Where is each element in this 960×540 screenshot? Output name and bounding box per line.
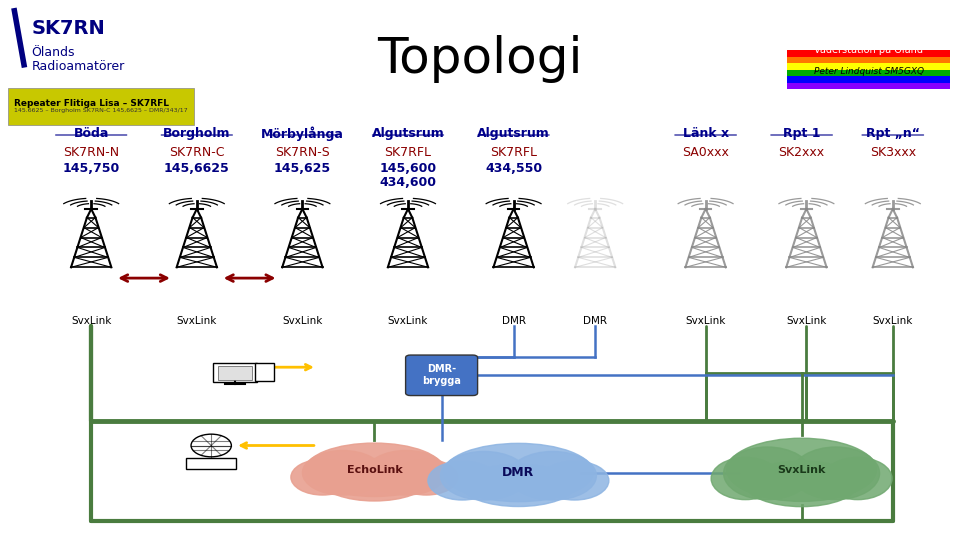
Text: Väderstation på Öland: Väderstation på Öland xyxy=(814,43,924,55)
Circle shape xyxy=(191,434,231,457)
Text: DMR: DMR xyxy=(501,316,526,326)
Text: SK3xxx: SK3xxx xyxy=(870,146,916,159)
Ellipse shape xyxy=(428,461,496,500)
Text: Ölands: Ölands xyxy=(32,46,75,59)
Ellipse shape xyxy=(711,457,780,500)
Text: Mörbylånga: Mörbylånga xyxy=(261,127,344,141)
Ellipse shape xyxy=(366,450,446,495)
FancyBboxPatch shape xyxy=(255,363,275,381)
Text: 145,600: 145,600 xyxy=(379,162,437,175)
Text: DMR-
brygga: DMR- brygga xyxy=(422,364,461,386)
Text: Rpt 1: Rpt 1 xyxy=(782,127,821,140)
Text: Algutsrum: Algutsrum xyxy=(372,127,444,140)
Text: 434,550: 434,550 xyxy=(485,162,542,175)
Ellipse shape xyxy=(824,457,892,500)
Ellipse shape xyxy=(509,451,596,500)
Text: SvxLink: SvxLink xyxy=(685,316,726,326)
Ellipse shape xyxy=(727,438,876,501)
Text: SvxLink: SvxLink xyxy=(282,316,323,326)
Text: Algutsrum: Algutsrum xyxy=(477,127,550,140)
Text: SvxLink: SvxLink xyxy=(873,316,913,326)
Text: SK2xxx: SK2xxx xyxy=(779,146,825,159)
Ellipse shape xyxy=(302,450,383,495)
Text: 145.6625 – Borgholm SK7RN-C 145,6625 – DMR/343/17: 145.6625 – Borgholm SK7RN-C 145,6625 – D… xyxy=(14,108,188,113)
Text: Länk x: Länk x xyxy=(683,127,729,140)
Ellipse shape xyxy=(724,447,811,500)
Text: Granudden.info: Granudden.info xyxy=(814,16,924,29)
Ellipse shape xyxy=(441,451,528,500)
FancyBboxPatch shape xyxy=(8,88,194,125)
FancyBboxPatch shape xyxy=(787,63,950,70)
Text: SK7RN-S: SK7RN-S xyxy=(275,146,330,159)
Text: SK7RN-N: SK7RN-N xyxy=(63,146,119,159)
FancyBboxPatch shape xyxy=(213,363,257,382)
Ellipse shape xyxy=(463,464,574,507)
Text: SK7RFL: SK7RFL xyxy=(491,146,537,159)
Text: Topologi: Topologi xyxy=(377,35,583,83)
Text: DMR: DMR xyxy=(584,316,608,326)
Ellipse shape xyxy=(395,460,458,495)
Text: Radioamatörer: Radioamatörer xyxy=(32,60,125,73)
FancyBboxPatch shape xyxy=(787,70,950,76)
FancyBboxPatch shape xyxy=(787,83,950,89)
FancyBboxPatch shape xyxy=(787,57,950,63)
Text: SK7RN: SK7RN xyxy=(32,19,106,38)
Text: SvxLink: SvxLink xyxy=(786,316,827,326)
Text: Rpt „n“: Rpt „n“ xyxy=(866,127,920,140)
FancyBboxPatch shape xyxy=(186,458,236,469)
Text: Peter Lindquist SM5GXQ: Peter Lindquist SM5GXQ xyxy=(814,68,924,77)
Text: SvxLink: SvxLink xyxy=(71,316,111,326)
FancyBboxPatch shape xyxy=(218,366,252,380)
Text: 145,750: 145,750 xyxy=(62,162,120,175)
Ellipse shape xyxy=(792,447,879,500)
Text: SvxLink: SvxLink xyxy=(177,316,217,326)
FancyBboxPatch shape xyxy=(787,76,950,83)
Text: SK7RN-C: SK7RN-C xyxy=(169,146,225,159)
Text: SA0xxx: SA0xxx xyxy=(683,146,729,159)
Text: 145,625: 145,625 xyxy=(274,162,331,175)
Text: Borgholm: Borgholm xyxy=(163,127,230,140)
Text: 434,600: 434,600 xyxy=(379,176,437,188)
FancyBboxPatch shape xyxy=(787,50,950,57)
Text: SvxLink: SvxLink xyxy=(388,316,428,326)
Text: DMR: DMR xyxy=(502,466,535,479)
Ellipse shape xyxy=(323,462,426,501)
Text: SvxLink: SvxLink xyxy=(778,465,826,475)
Ellipse shape xyxy=(305,443,444,497)
Ellipse shape xyxy=(291,460,354,495)
Text: 145,6625: 145,6625 xyxy=(164,162,229,175)
Ellipse shape xyxy=(444,443,593,502)
Text: Böda: Böda xyxy=(74,127,108,140)
Ellipse shape xyxy=(745,461,857,507)
FancyBboxPatch shape xyxy=(405,355,478,395)
Text: Repeater Flitiga Lisa – SK7RFL: Repeater Flitiga Lisa – SK7RFL xyxy=(14,99,169,108)
Text: EchoLink: EchoLink xyxy=(347,465,402,475)
Text: SK7RFL: SK7RFL xyxy=(385,146,431,159)
Ellipse shape xyxy=(540,461,609,500)
